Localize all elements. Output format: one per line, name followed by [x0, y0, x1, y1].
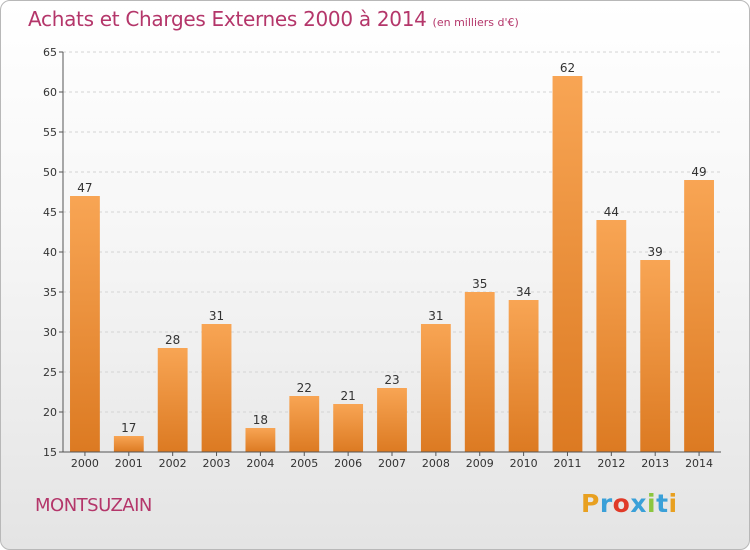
x-tick-label: 2006 [334, 457, 362, 470]
x-tick-label: 2012 [597, 457, 625, 470]
x-tick-label: 2002 [159, 457, 187, 470]
x-tick-label: 2007 [378, 457, 406, 470]
data-label: 22 [297, 381, 312, 395]
chart-title: Achats et Charges Externes 2000 à 2014 (e… [28, 7, 519, 31]
town-name: MONTSUZAIN [35, 495, 152, 516]
x-tick-label: 2014 [685, 457, 713, 470]
logo-letter: t [656, 489, 669, 518]
bar-layer: 47 17 28 31 18 22 21 23 31 35 34 62 44 39 49 [70, 61, 714, 452]
data-label: 34 [516, 285, 531, 299]
data-label: 18 [253, 413, 268, 427]
x-tick-label: 2003 [203, 457, 231, 470]
logo-letter: r [599, 489, 613, 518]
data-label: 47 [77, 181, 92, 195]
bar [420, 324, 451, 452]
x-tick-label: 2000 [71, 457, 99, 470]
bar [377, 388, 407, 452]
data-label: 39 [648, 245, 663, 259]
bar [552, 76, 583, 452]
chart-subtitle: (en milliers d'€) [432, 16, 519, 29]
x-tick-label: 2011 [553, 457, 581, 470]
y-tick-label: 45 [43, 206, 57, 219]
bar [70, 196, 100, 452]
y-tick-label: 50 [43, 166, 57, 179]
y-tick-label: 35 [43, 286, 57, 299]
data-label: 21 [340, 389, 355, 403]
bar [201, 324, 232, 452]
x-tick-label: 2009 [466, 457, 494, 470]
logo-letter: i [647, 489, 657, 518]
bar [333, 404, 364, 452]
data-label: 31 [209, 309, 224, 323]
x-tick-label: 2005 [290, 457, 318, 470]
bar [157, 348, 188, 452]
y-tick-label: 25 [43, 366, 57, 379]
data-label: 35 [472, 277, 487, 291]
logo-letter: P [581, 489, 600, 518]
y-tick-label: 20 [43, 406, 57, 419]
y-tick-label: 40 [43, 246, 57, 259]
y-tick-label: 15 [43, 446, 57, 459]
bar [113, 436, 144, 452]
y-tick-label: 30 [43, 326, 57, 339]
data-label: 23 [384, 373, 399, 387]
bar [245, 428, 276, 452]
data-label: 44 [604, 205, 619, 219]
y-tick-label: 55 [43, 126, 57, 139]
bar [640, 260, 671, 452]
bar [464, 292, 495, 452]
data-label: 49 [691, 165, 706, 179]
bar [508, 300, 539, 452]
data-label: 17 [121, 421, 136, 435]
data-label: 31 [428, 309, 443, 323]
x-tick-label: 2013 [641, 457, 669, 470]
y-tick-label: 60 [43, 86, 57, 99]
data-label: 62 [560, 61, 575, 75]
x-tick-label: 2001 [115, 457, 143, 470]
x-tick-label: 2008 [422, 457, 450, 470]
bar [596, 220, 627, 452]
logo-letter: i [668, 489, 678, 518]
x-tick-label: 2010 [510, 457, 538, 470]
axis-layer: 15 20 25 30 35 40 45 50 55 60 65 2000 2001 2002 2003 20… [43, 46, 721, 470]
proxiti-logo: Proxiti [581, 489, 678, 518]
bar [684, 180, 714, 452]
logo-letter: x [630, 489, 647, 518]
data-label: 28 [165, 333, 180, 347]
bar [289, 396, 320, 452]
x-tick-label: 2004 [246, 457, 274, 470]
logo-letter: o [612, 489, 631, 518]
chart-title-text: Achats et Charges Externes 2000 à 2014 [28, 7, 427, 31]
y-tick-label: 65 [43, 46, 57, 59]
